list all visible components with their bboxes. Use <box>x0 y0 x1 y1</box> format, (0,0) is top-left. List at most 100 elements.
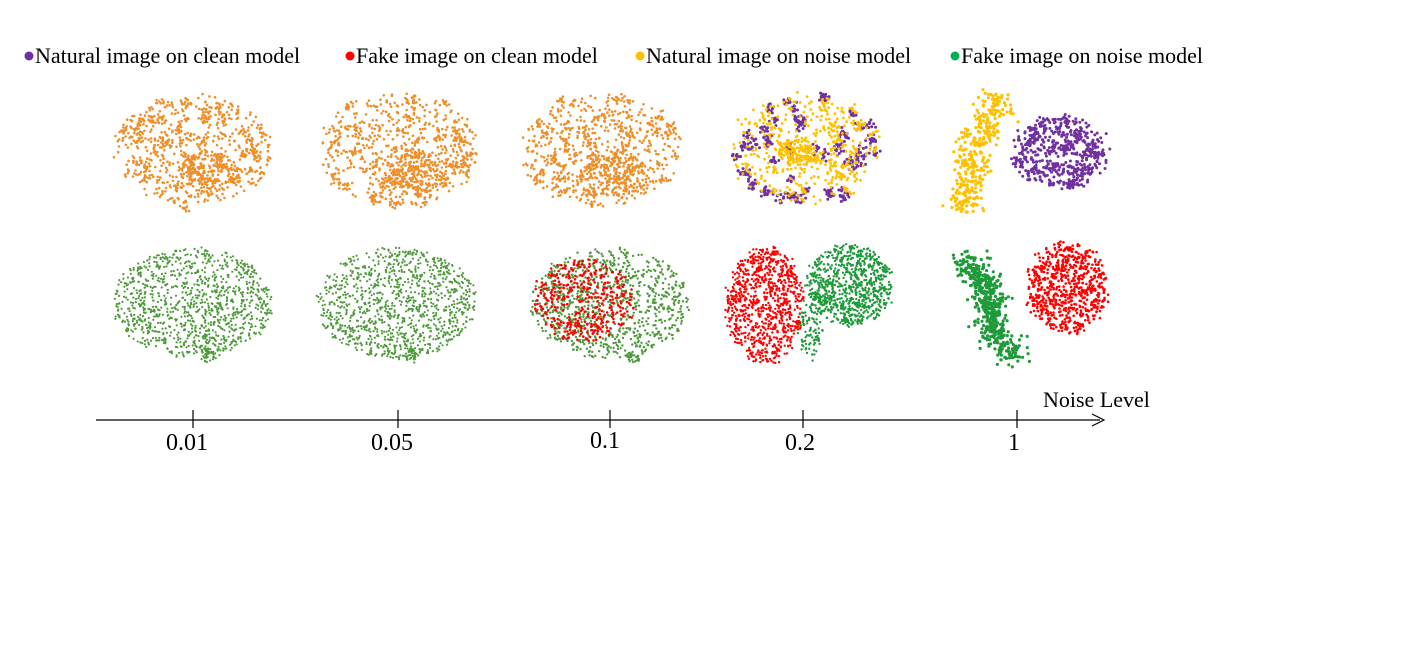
scatter-point <box>1089 172 1093 176</box>
scatter-point <box>591 158 595 161</box>
scatter-point <box>408 137 411 141</box>
scatter-point <box>385 144 388 148</box>
scatter-point <box>674 127 677 130</box>
scatter-point <box>354 132 358 136</box>
scatter-point <box>1077 138 1081 142</box>
scatter-point <box>226 186 229 189</box>
scatter-point <box>636 177 639 180</box>
scatter-point <box>222 188 225 191</box>
scatter-point <box>465 164 469 168</box>
scatter-point <box>354 195 357 198</box>
scatter-point <box>642 183 646 187</box>
scatter-point <box>821 98 824 101</box>
scatter-point <box>835 183 839 186</box>
scatter-point <box>853 156 857 160</box>
scatter-point <box>554 116 558 119</box>
scatter-point <box>1061 132 1065 136</box>
scatter-point <box>448 181 452 185</box>
scatter-point <box>215 179 219 183</box>
scatter-point <box>417 155 421 159</box>
scatter-point <box>241 132 245 136</box>
scatter-point <box>156 139 160 142</box>
scatter-point <box>748 131 751 135</box>
scatter-point <box>799 193 803 197</box>
scatter-point <box>434 178 438 181</box>
scatter-point <box>340 152 343 155</box>
scatter-point <box>1075 173 1079 177</box>
scatter-point <box>418 127 422 131</box>
scatter-point <box>1098 162 1101 166</box>
scatter-point <box>542 173 545 177</box>
scatter-point <box>801 187 805 191</box>
scatter-point <box>602 165 606 169</box>
scatter-point <box>122 123 125 127</box>
scatter-point <box>565 148 568 152</box>
scatter-point <box>1080 183 1083 187</box>
scatter-point <box>966 179 970 183</box>
scatter-point <box>403 175 406 178</box>
scatter-point <box>650 116 653 120</box>
scatter-point <box>240 151 244 155</box>
scatter-point <box>444 135 447 139</box>
scatter-point <box>384 176 387 180</box>
scatter-point <box>648 180 652 183</box>
scatter-point <box>537 141 541 144</box>
scatter-point <box>230 166 233 170</box>
scatter-point <box>411 141 414 145</box>
scatter-point <box>254 115 258 119</box>
scatter-point <box>438 137 442 141</box>
scatter-point <box>168 174 172 177</box>
scatter-point <box>809 176 813 180</box>
scatter-point <box>192 133 196 136</box>
scatter-point <box>424 121 428 125</box>
scatter-point <box>184 163 188 167</box>
scatter-point <box>625 184 628 188</box>
scatter-point <box>362 170 365 173</box>
scatter-point <box>797 129 801 133</box>
scatter-point <box>760 189 764 193</box>
scatter-point <box>347 105 351 109</box>
scatter-point <box>1074 136 1078 140</box>
scatter-point <box>611 190 614 194</box>
scatter-point <box>845 136 848 140</box>
scatter-point <box>608 173 612 176</box>
scatter-point <box>1027 178 1031 182</box>
scatter-point <box>791 113 795 117</box>
scatter-point <box>769 104 773 108</box>
scatter-point <box>1062 183 1066 186</box>
scatter-point <box>798 146 801 150</box>
scatter-point <box>381 189 385 192</box>
scatter-point <box>979 184 984 188</box>
scatter-point <box>247 135 250 138</box>
scatter-point <box>222 114 225 117</box>
scatter-point <box>141 139 145 143</box>
scatter-point <box>375 163 379 166</box>
scatter-point <box>473 161 477 164</box>
scatter-point <box>617 174 621 178</box>
scatter-point <box>877 135 881 139</box>
scatter-point <box>747 122 751 126</box>
scatter-point <box>985 165 989 169</box>
legend: Natural image on clean model Fake image … <box>24 43 1203 68</box>
scatter-point <box>371 131 374 135</box>
scatter-point <box>754 143 758 146</box>
scatter-point <box>346 183 350 186</box>
scatter-point <box>425 103 428 107</box>
scatter-point <box>823 188 827 192</box>
scatter-point <box>397 168 400 171</box>
scatter-point <box>330 182 333 186</box>
scatter-point <box>196 200 200 204</box>
scatter-point <box>373 198 377 202</box>
scatter-point <box>833 124 836 128</box>
scatter-point <box>646 183 649 187</box>
scatter-point <box>404 125 408 129</box>
scatter-point <box>741 162 744 166</box>
scatter-point <box>207 187 211 190</box>
scatter-point <box>380 150 383 153</box>
scatter-point <box>771 188 774 192</box>
scatter-point <box>388 165 392 168</box>
scatter-point <box>412 95 415 98</box>
scatter-point <box>979 188 983 192</box>
scatter-point <box>986 92 991 96</box>
scatter-point <box>617 125 620 129</box>
